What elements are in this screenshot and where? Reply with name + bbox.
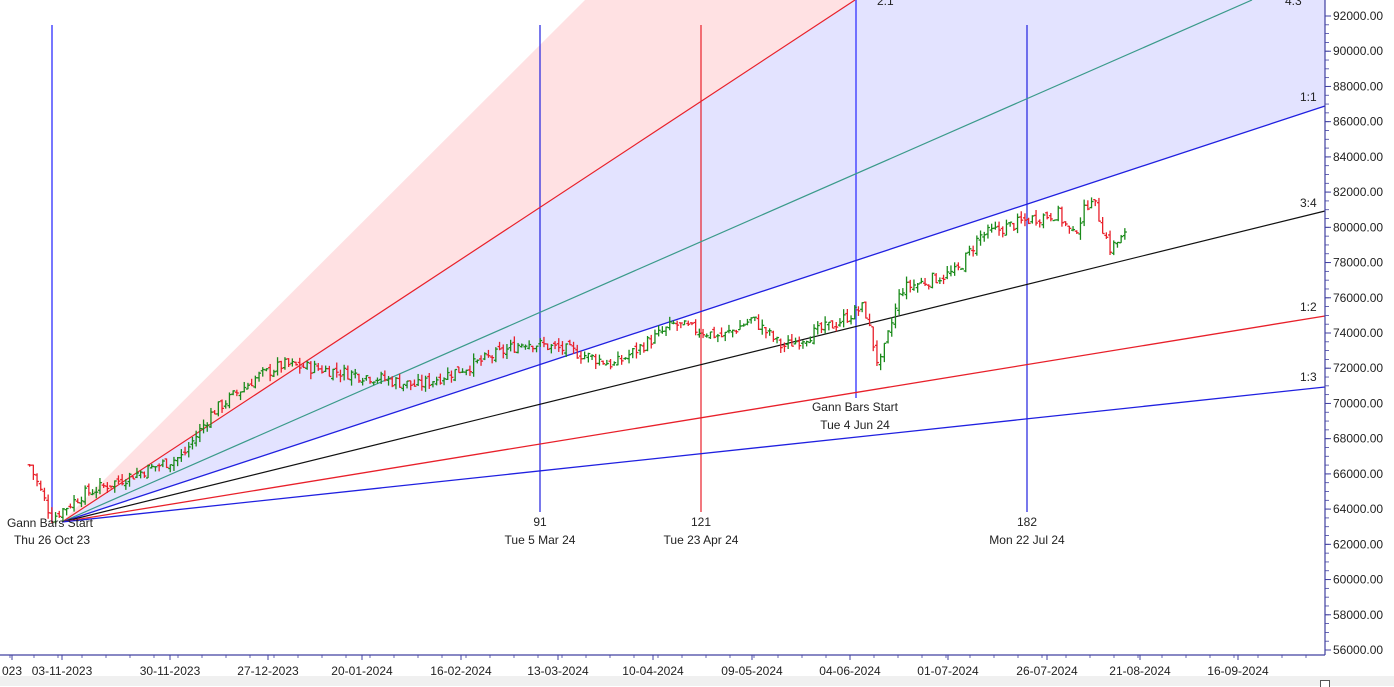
- y-tick-label: 72000.00: [1333, 361, 1383, 375]
- x-tick-label: 10-04-2024: [622, 664, 684, 678]
- x-tick-label: 16-09-2024: [1207, 664, 1269, 678]
- x-axis[interactable]: 023 03-11-2023 30-11-2023 27-12-2023 20-01-2…: [2, 655, 1307, 678]
- x-tick-label: 16-02-2024: [430, 664, 492, 678]
- fan-line-2-1: [61, 0, 856, 523]
- y-tick-label: 86000.00: [1333, 115, 1383, 129]
- y-tick-label: 92000.00: [1333, 9, 1383, 23]
- fan-lavender-zone: [62, 0, 1325, 522]
- fan-label-4-3: 4:3: [1285, 0, 1302, 8]
- status-bar: [0, 676, 1394, 686]
- start1-date: Thu 26 Oct 23: [14, 533, 90, 547]
- y-tick-label: 80000.00: [1333, 220, 1383, 234]
- x-tick-label: 27-12-2023: [237, 664, 299, 678]
- price-bars: [27, 197, 1127, 524]
- start1-title: Gann Bars Start: [7, 516, 94, 530]
- vline-91-number: 91: [533, 515, 547, 529]
- vline-91-date: Tue 5 Mar 24: [505, 533, 576, 547]
- y-tick-label: 56000.00: [1333, 643, 1383, 657]
- y-tick-label: 90000.00: [1333, 44, 1383, 58]
- y-tick-label: 84000.00: [1333, 150, 1383, 164]
- x-tick-label: 26-07-2024: [1016, 664, 1078, 678]
- y-tick-label: 76000.00: [1333, 291, 1383, 305]
- start2-date: Tue 4 Jun 24: [820, 418, 890, 432]
- fan-line-1-1: [61, 105, 1326, 523]
- resize-grip[interactable]: [1320, 680, 1330, 687]
- y-tick-label: 68000.00: [1333, 432, 1383, 446]
- y-tick-label: 82000.00: [1333, 185, 1383, 199]
- x-tick-label: 21-08-2024: [1109, 664, 1171, 678]
- y-tick-label: 62000.00: [1333, 537, 1383, 551]
- vline-121-number: 121: [691, 515, 711, 529]
- y-tick-label: 60000.00: [1333, 573, 1383, 587]
- y-tick-label: 58000.00: [1333, 608, 1383, 622]
- x-tick-label: 20-01-2024: [331, 664, 393, 678]
- y-tick-label: 66000.00: [1333, 467, 1383, 481]
- fan-label-1-1: 1:1: [1300, 90, 1317, 104]
- fan-label-2-1: 2:1: [877, 0, 894, 8]
- x-tick-label: 09-05-2024: [721, 664, 783, 678]
- vline-182-number: 182: [1017, 515, 1037, 529]
- fan-label-3-4: 3:4: [1300, 196, 1317, 210]
- start2-title: Gann Bars Start: [812, 400, 899, 414]
- y-tick-label: 88000.00: [1333, 79, 1383, 93]
- fan-line-1-2: [61, 315, 1326, 523]
- fan-line-4-3: [61, 0, 1253, 523]
- y-tick-label: 74000.00: [1333, 326, 1383, 340]
- x-tick-label: 30-11-2023: [140, 664, 201, 678]
- x-tick-label: 023: [2, 664, 22, 678]
- y-tick-label: 64000.00: [1333, 502, 1383, 516]
- x-tick-label: 03-11-2023: [32, 664, 93, 678]
- vline-182-date: Mon 22 Jul 24: [989, 533, 1065, 547]
- fan-label-1-3: 1:3: [1300, 370, 1317, 384]
- fan-label-1-2: 1:2: [1300, 300, 1317, 314]
- vline-121-date: Tue 23 Apr 24: [664, 533, 739, 547]
- fan-line-1-3: [61, 386, 1326, 523]
- x-tick-label: 01-07-2024: [917, 664, 979, 678]
- x-tick-label: 04-06-2024: [819, 664, 881, 678]
- fan-line-3-4: [61, 210, 1326, 523]
- y-tick-label: 78000.00: [1333, 256, 1383, 270]
- x-tick-label: 13-03-2024: [527, 664, 589, 678]
- y-tick-label: 70000.00: [1333, 396, 1383, 410]
- y-axis[interactable]: 92000.00 90000.00 88000.00 86000.00 84000.00…: [1325, 9, 1383, 657]
